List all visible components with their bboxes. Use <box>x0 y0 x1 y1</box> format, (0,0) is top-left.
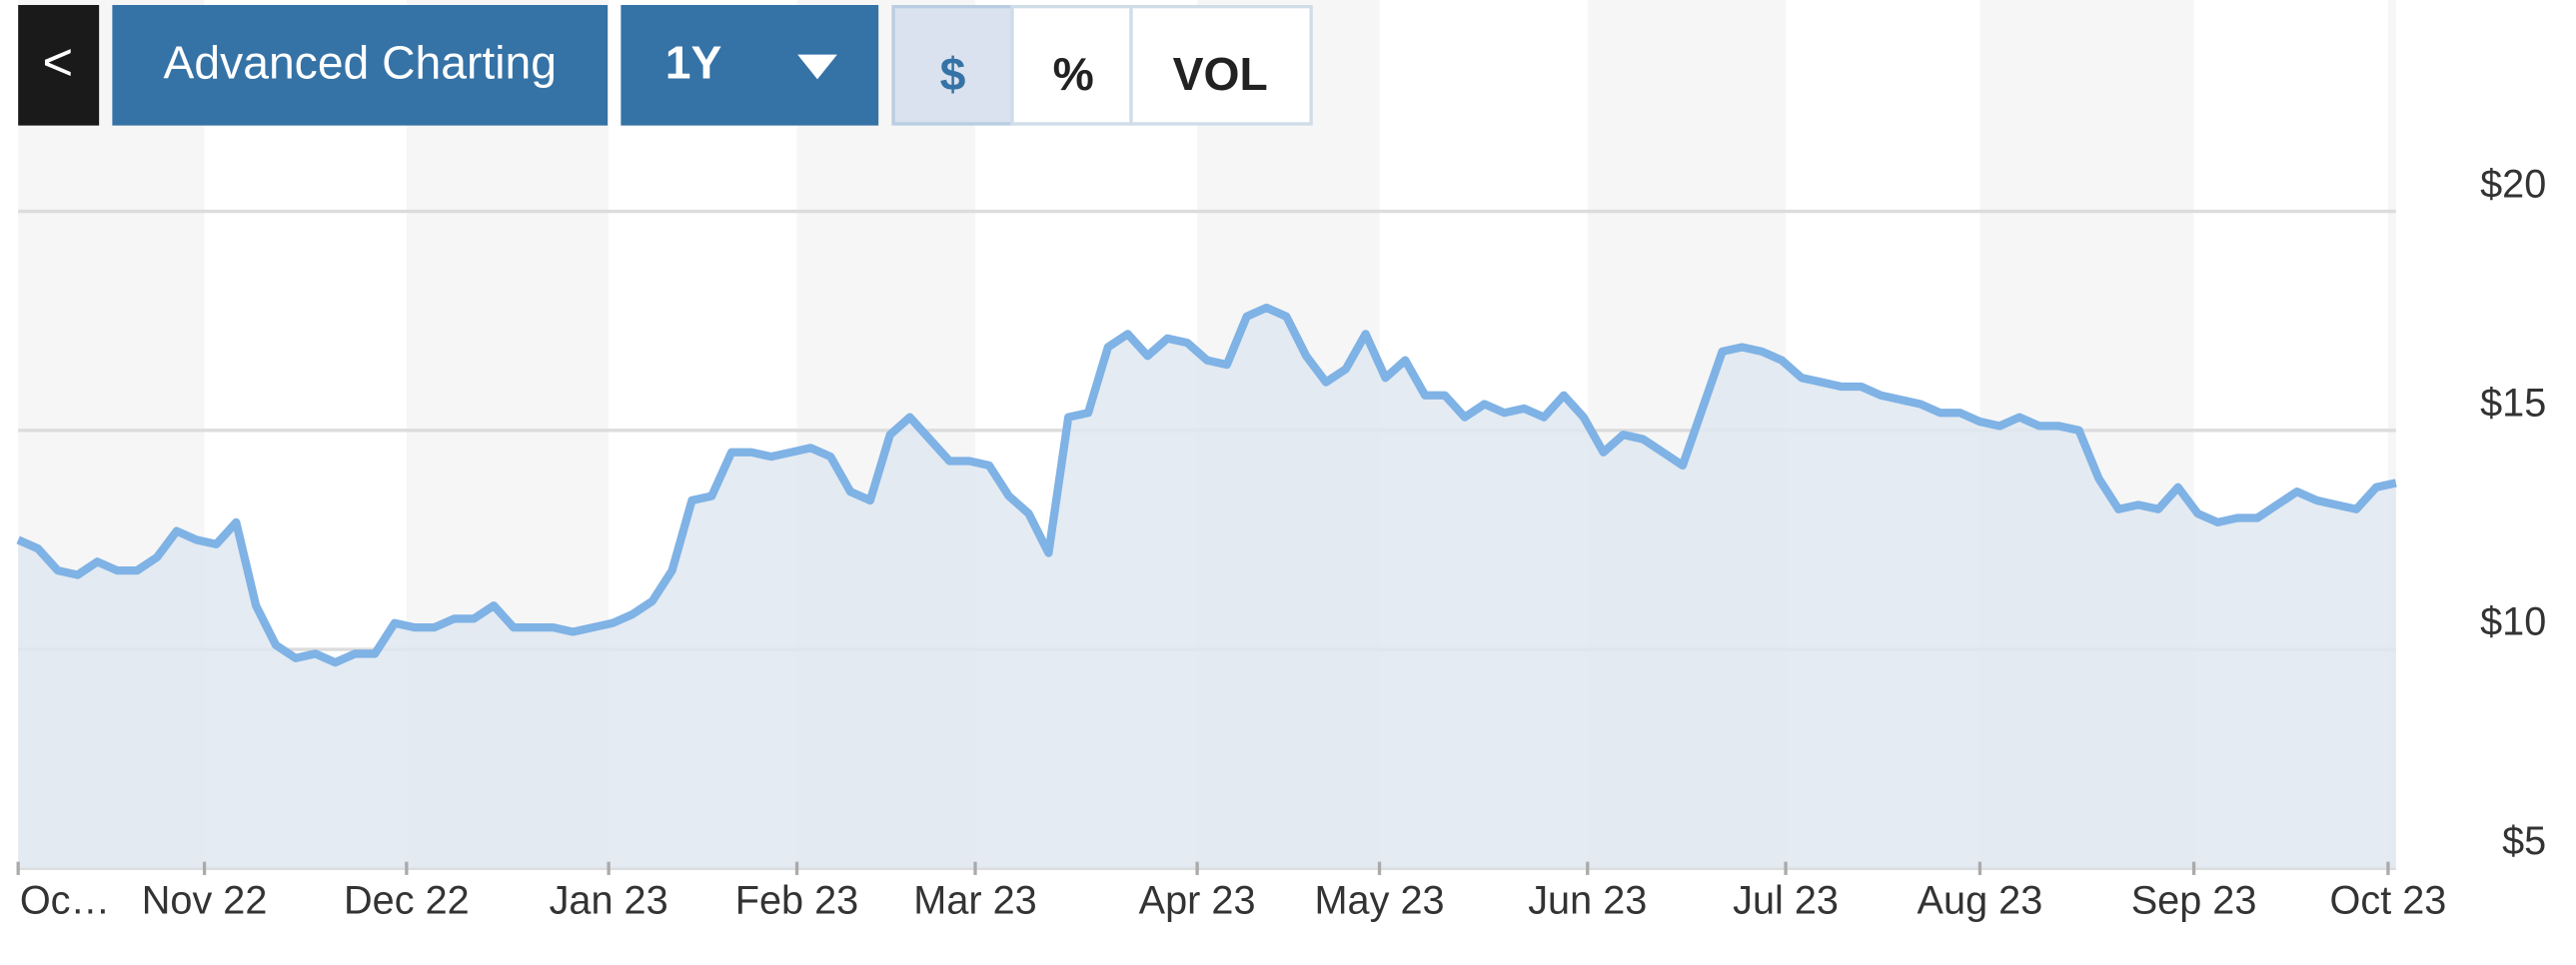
x-tick-label: Feb 23 <box>735 878 858 922</box>
mode-button[interactable] <box>1129 4 1313 126</box>
range-label[interactable]: 1Y <box>665 36 722 88</box>
back-icon[interactable]: < <box>42 33 73 92</box>
x-tick-label: Nov 22 <box>142 878 268 922</box>
y-tick-label: $5 <box>2502 819 2546 863</box>
mode-button[interactable] <box>891 4 1014 126</box>
month-band <box>2387 0 2396 869</box>
x-tick-label: Jul 23 <box>1733 878 1839 922</box>
y-tick-label: $10 <box>2480 600 2546 644</box>
y-tick-label: $15 <box>2480 382 2546 426</box>
x-tick-label: Mar 23 <box>913 878 1036 922</box>
back-button[interactable] <box>18 4 100 126</box>
advanced-charting-button[interactable] <box>112 4 609 126</box>
x-tick-label: Oc… <box>20 878 110 922</box>
x-tick-label: Apr 23 <box>1139 878 1256 922</box>
x-tick-label: Jan 23 <box>550 878 668 922</box>
area <box>18 308 2396 869</box>
mode-label[interactable]: % <box>1053 48 1094 100</box>
x-tick-label: Jun 23 <box>1528 878 1647 922</box>
mode-button[interactable] <box>1010 4 1133 126</box>
dropdown-arrow[interactable] <box>797 54 837 80</box>
mode-label[interactable]: $ <box>940 48 966 100</box>
range-dropdown[interactable] <box>621 4 879 126</box>
advanced-charting-label[interactable]: Advanced Charting <box>164 36 558 88</box>
x-tick-label: Dec 22 <box>344 878 470 922</box>
x-tick-label: Oct 23 <box>2330 878 2447 922</box>
y-tick-label: $20 <box>2480 162 2546 206</box>
x-tick-label: May 23 <box>1315 878 1445 922</box>
mode-label[interactable]: VOL <box>1173 48 1268 100</box>
x-tick-label: Aug 23 <box>1918 878 2043 922</box>
price-line <box>16 303 2397 667</box>
x-tick-label: Sep 23 <box>2131 878 2257 922</box>
